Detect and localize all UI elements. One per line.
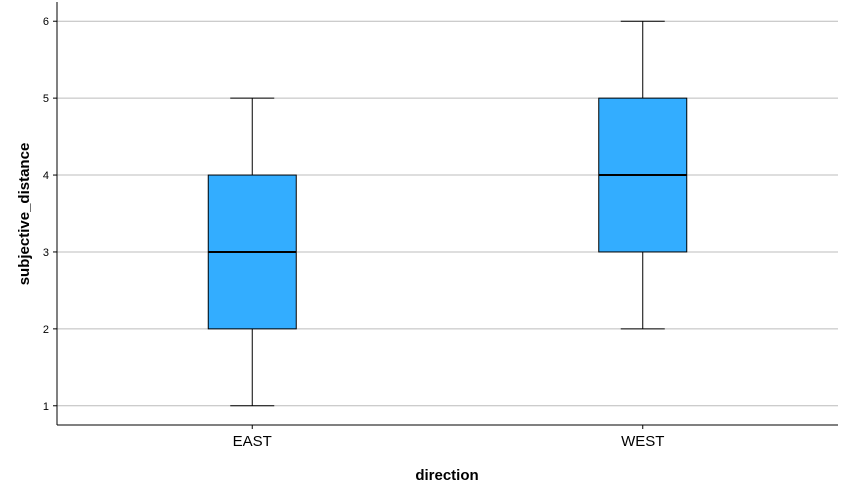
box-group-east bbox=[207, 97, 297, 407]
axes bbox=[56, 2, 838, 426]
y-tick-label: 6 bbox=[43, 16, 49, 28]
boxes bbox=[207, 20, 688, 407]
x-category-label: WEST bbox=[621, 433, 664, 450]
y-tick-label: 2 bbox=[43, 324, 49, 336]
y-tick-label: 5 bbox=[43, 93, 49, 105]
gridlines bbox=[57, 20, 838, 407]
y-tick-label: 3 bbox=[43, 247, 49, 259]
x-category-labels: EAST WEST bbox=[233, 425, 664, 450]
y-tick-label: 4 bbox=[43, 170, 49, 182]
box-group-west bbox=[598, 20, 688, 330]
y-axis-title: subjective_distance bbox=[16, 143, 33, 286]
y-tick-label: 1 bbox=[43, 401, 49, 413]
y-tick-labels: 1 2 3 4 5 6 bbox=[43, 16, 57, 413]
x-axis-title: direction bbox=[415, 467, 478, 484]
x-category-label: EAST bbox=[233, 433, 272, 450]
